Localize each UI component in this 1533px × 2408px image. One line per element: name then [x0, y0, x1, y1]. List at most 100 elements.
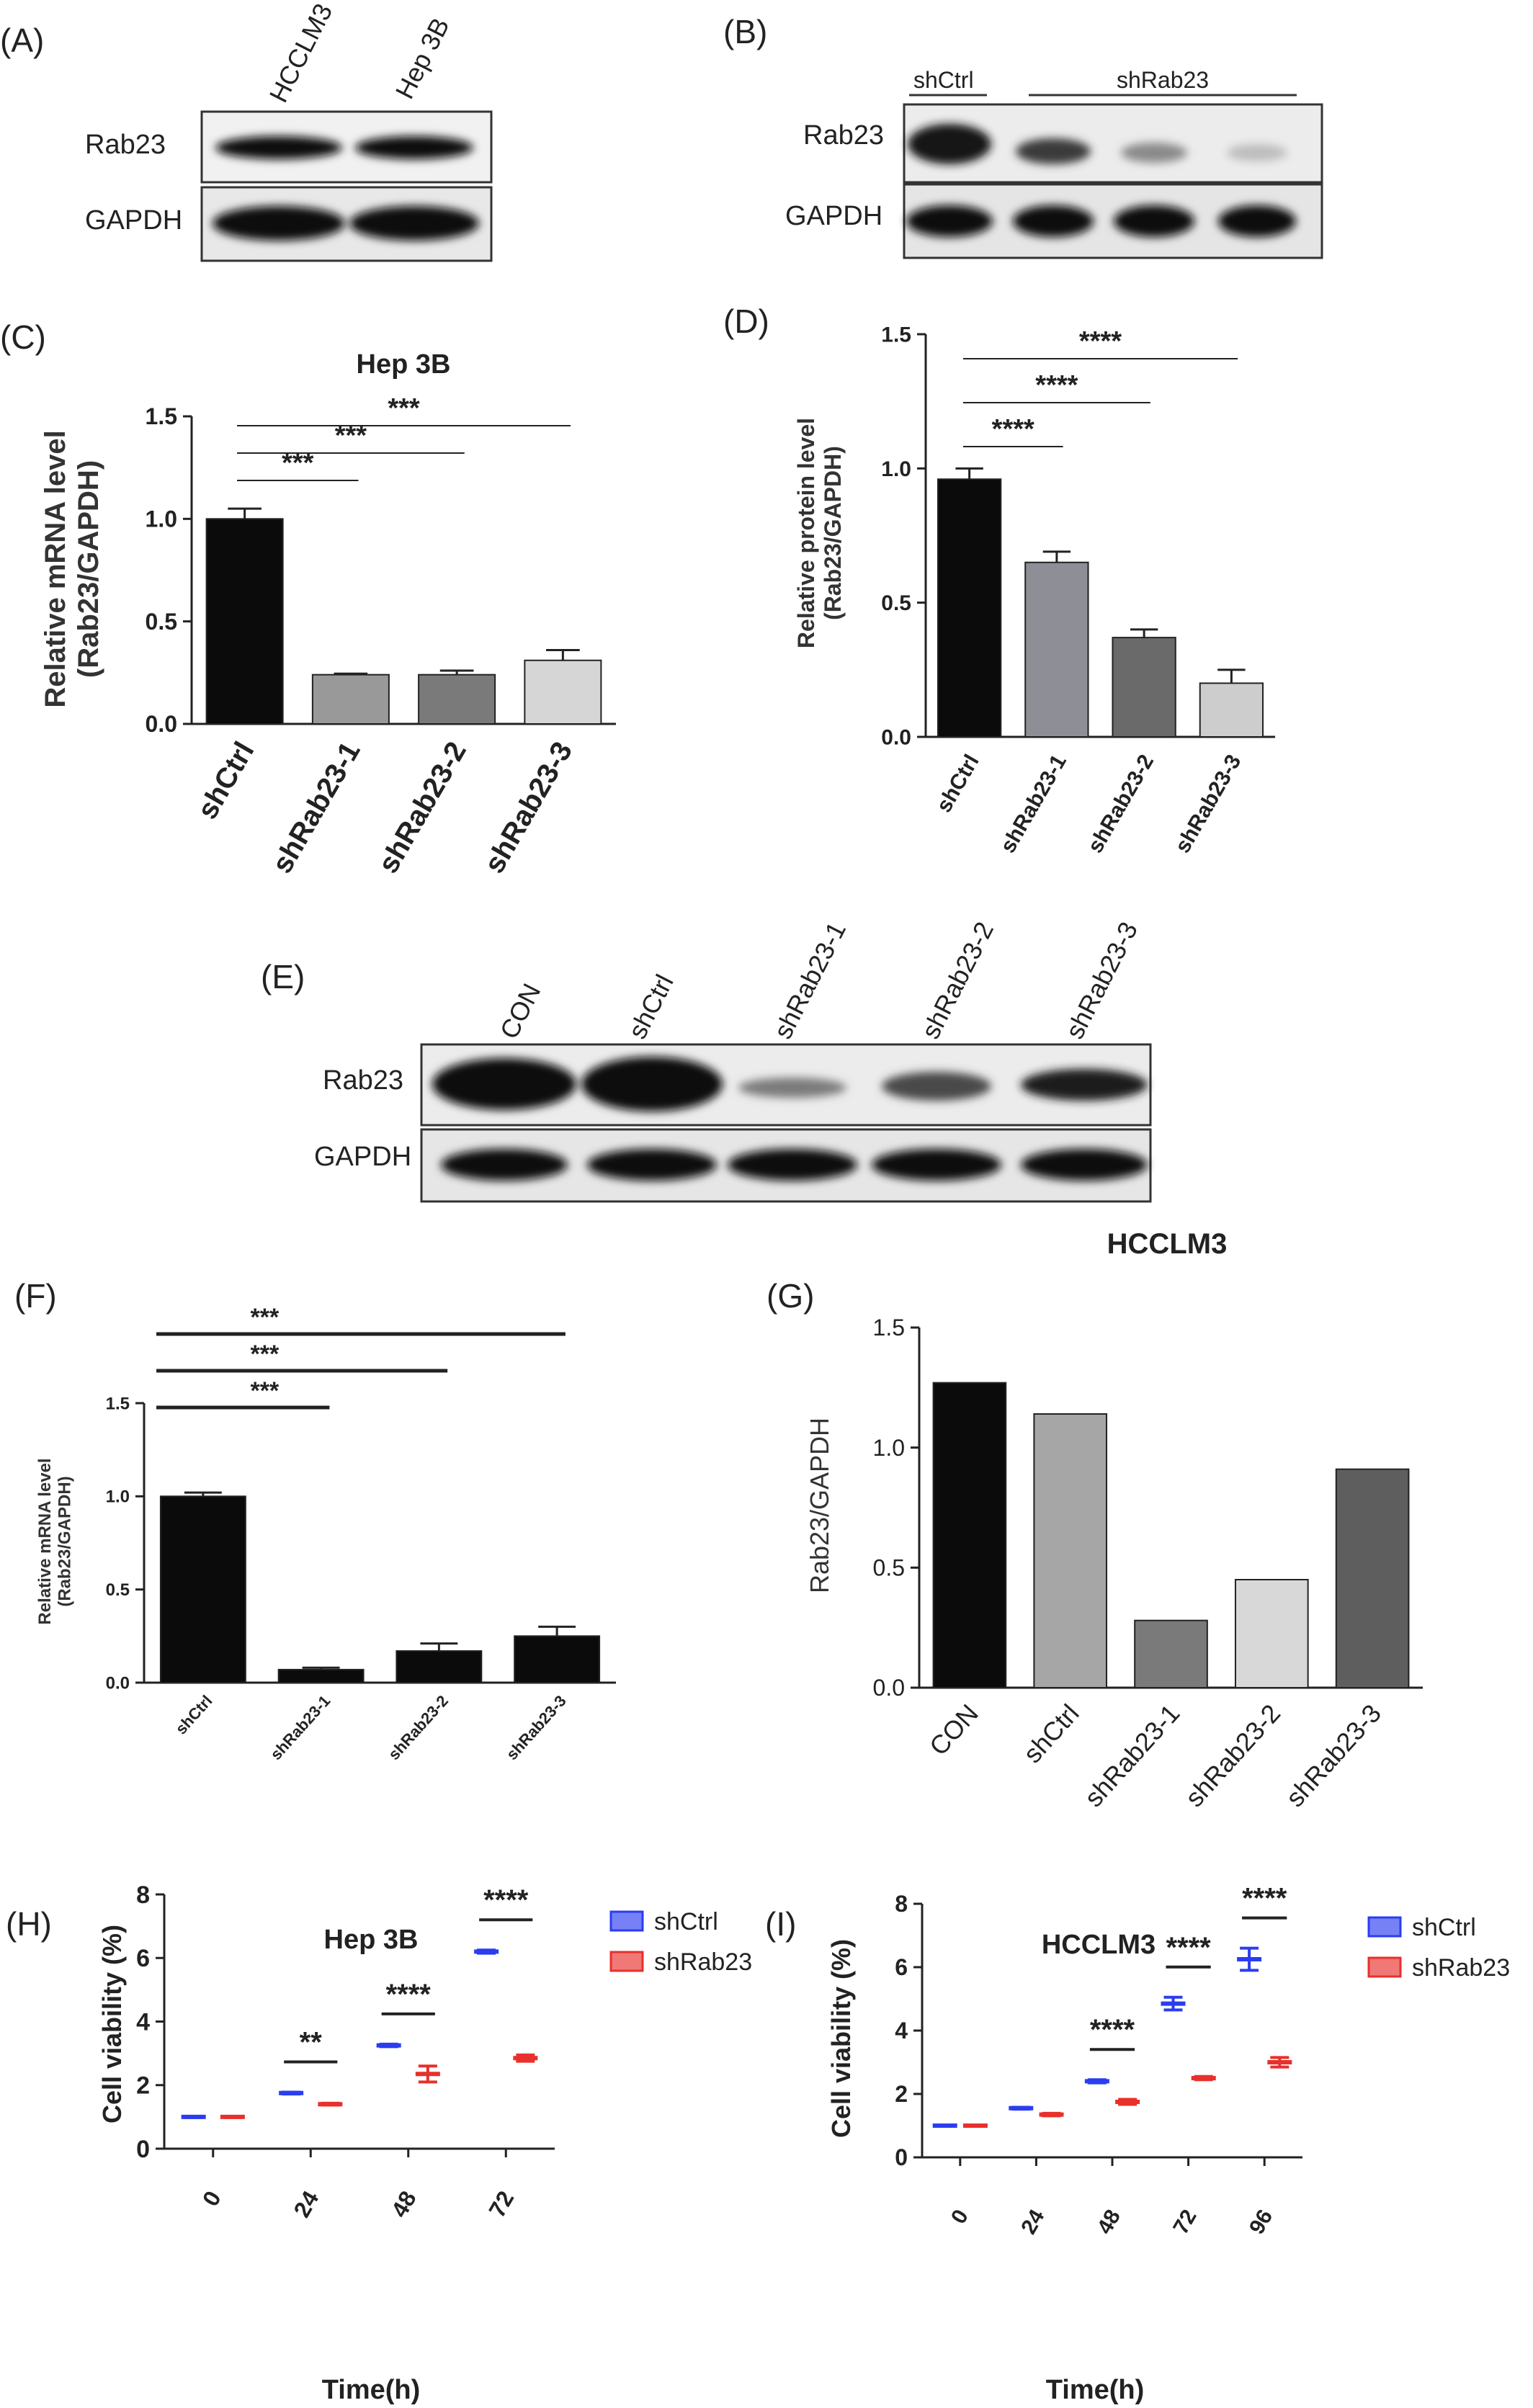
significance-label: ***	[251, 1304, 280, 1331]
blot-b-band	[908, 124, 991, 164]
y-tick-label: 0.5	[873, 1555, 905, 1581]
x-tick-label: 24	[288, 2186, 323, 2221]
y-axis-label: Cell viability (%)	[826, 1939, 856, 2138]
blot-b-band	[1218, 205, 1296, 237]
significance-label: ****	[1079, 326, 1122, 357]
blot-a-band	[213, 206, 345, 241]
category-label: shCtrl	[1017, 1698, 1084, 1768]
significance-label: ****	[1090, 2014, 1135, 2046]
blot-a-band	[215, 136, 342, 159]
blot-e-lane-label: shRab23-3	[1060, 917, 1143, 1044]
blot-b-band	[1114, 205, 1194, 237]
y-tick-label: 0.5	[106, 1580, 130, 1600]
bar-shrab23-3	[1335, 1468, 1410, 1688]
y-tick-label: 2	[895, 2081, 908, 2107]
blot-b-row-label-rab23: Rab23	[803, 120, 884, 151]
blot-e-band	[581, 1057, 723, 1111]
blot-e-band	[882, 1072, 991, 1101]
significance-label: ****	[483, 1884, 529, 1916]
bar-shrab23-1	[1134, 1619, 1208, 1689]
blot-e-band	[441, 1149, 568, 1181]
category-label: shRab23-1	[267, 1692, 334, 1763]
bar-shrab23-1	[311, 673, 390, 725]
category-label: shCtrl	[932, 751, 984, 817]
y-axis-label: Relative protein level(Rab23/GAPDH)	[793, 418, 846, 648]
y-tick-label: 0	[136, 2136, 150, 2163]
category-label: shRab23-2	[372, 737, 473, 879]
bar-shrab23-1	[1024, 561, 1089, 738]
blot-b-band	[906, 205, 993, 237]
legend-label-shctrl: shCtrl	[654, 1908, 718, 1935]
y-tick-label: 4	[136, 2008, 150, 2036]
blot-b: shCtrl shRab23 Rab23 GAPDH	[785, 67, 1323, 259]
blot-b-band	[1227, 144, 1287, 161]
blot-e-band	[432, 1058, 576, 1110]
blot-e-lane-label: shRab23-2	[916, 917, 999, 1044]
blot-a-row-label-rab23: Rab23	[85, 130, 166, 160]
panel-label-g: (G)	[766, 1277, 814, 1315]
bar-shrab23-3	[524, 659, 602, 725]
significance-label: ****	[1035, 370, 1078, 400]
x-axis-label: Time(h)	[322, 2375, 421, 2405]
y-tick-label: 6	[136, 1945, 150, 1972]
x-tick-label: 72	[1168, 2206, 1201, 2238]
blot-b-row-label-gapdh: GAPDH	[785, 201, 882, 231]
blot-b-band	[1016, 138, 1091, 164]
y-tick-label: 6	[895, 1954, 908, 1980]
blot-e-row-label-rab23: Rab23	[323, 1065, 403, 1096]
blot-e-lane-label: shRab23-1	[768, 917, 852, 1044]
y-tick-label: 1.5	[881, 323, 911, 347]
category-label: shRab23-2	[385, 1692, 452, 1763]
panel-label-d: (D)	[723, 303, 769, 340]
blot-a-row-label-gapdh: GAPDH	[85, 205, 182, 236]
category-label: shRab23-2	[1179, 1698, 1286, 1812]
y-axis-label: Rab23/GAPDH	[805, 1418, 834, 1593]
blot-a-band	[355, 136, 473, 159]
significance-label: ****	[992, 414, 1034, 444]
blot-b-group-shctrl: shCtrl	[913, 67, 974, 93]
x-tick-label: 0	[947, 2206, 973, 2228]
y-tick-label: 0.0	[106, 1673, 130, 1693]
blot-e-band	[1021, 1149, 1148, 1181]
y-tick-label: 4	[895, 2018, 908, 2044]
y-tick-label: 1.5	[146, 403, 177, 429]
bar-shctrl	[1033, 1413, 1108, 1688]
significance-label: ***	[251, 1377, 280, 1405]
y-tick-label: 0	[895, 2144, 908, 2170]
category-label: shRab23-3	[478, 737, 578, 879]
y-tick-label: 1.0	[146, 506, 177, 532]
bar-shrab23-2	[418, 673, 496, 725]
chart-d-protein-level: 0.0 0.5 1.0 1.5 shCtrl shRab23-1 shRab23-2 shRa…	[793, 323, 1275, 857]
x-axis-label: Time(h)	[1046, 2375, 1145, 2405]
y-tick-label: 1.0	[881, 457, 911, 481]
blot-e-lane-label: shCtrl	[622, 970, 679, 1043]
chart-g-rab23-gapdh: 0.0 0.5 1.0 1.5 CON shCtrlshRab23-1shRab23-2s…	[805, 1228, 1423, 1812]
y-tick-label: 1.5	[873, 1315, 905, 1340]
chart-f-mrna-hcclm3: 0.0 0.5 1.0 1.5 shCtrl shRab23-1 shRab23-2 shRa…	[35, 1304, 616, 1763]
category-label: shRab23-3	[503, 1692, 570, 1763]
category-label: shCtrl	[171, 1692, 215, 1738]
y-tick-label: 8	[136, 1881, 150, 1909]
panel-label-f: (F)	[14, 1277, 57, 1315]
chart-title: Hep 3B	[357, 349, 451, 380]
blot-e-row-label-gapdh: GAPDH	[314, 1142, 411, 1172]
y-tick-label: 1.0	[873, 1435, 905, 1461]
bar-shrab23-2	[1234, 1579, 1309, 1688]
bar-shctrl	[205, 518, 284, 725]
significance-label: **	[300, 2026, 323, 2058]
panel-label-i: (I)	[765, 1905, 796, 1943]
legend-swatch-shctrl	[609, 1910, 644, 1932]
panel-label-a: (A)	[0, 22, 44, 59]
legend-swatch-shrab23	[1367, 1956, 1402, 1978]
y-tick-label: 0.5	[146, 609, 177, 635]
bar-shrab23-2	[395, 1650, 483, 1683]
category-label: shRab23-1	[1078, 1698, 1185, 1812]
blot-e-lane-label: CON	[494, 979, 547, 1044]
blot-e-band	[1021, 1069, 1148, 1101]
blot-e-band	[587, 1149, 717, 1181]
blot-b-band	[1013, 205, 1094, 237]
significance-label: ****	[1242, 1883, 1287, 1915]
y-tick-label: 1.0	[106, 1487, 130, 1507]
